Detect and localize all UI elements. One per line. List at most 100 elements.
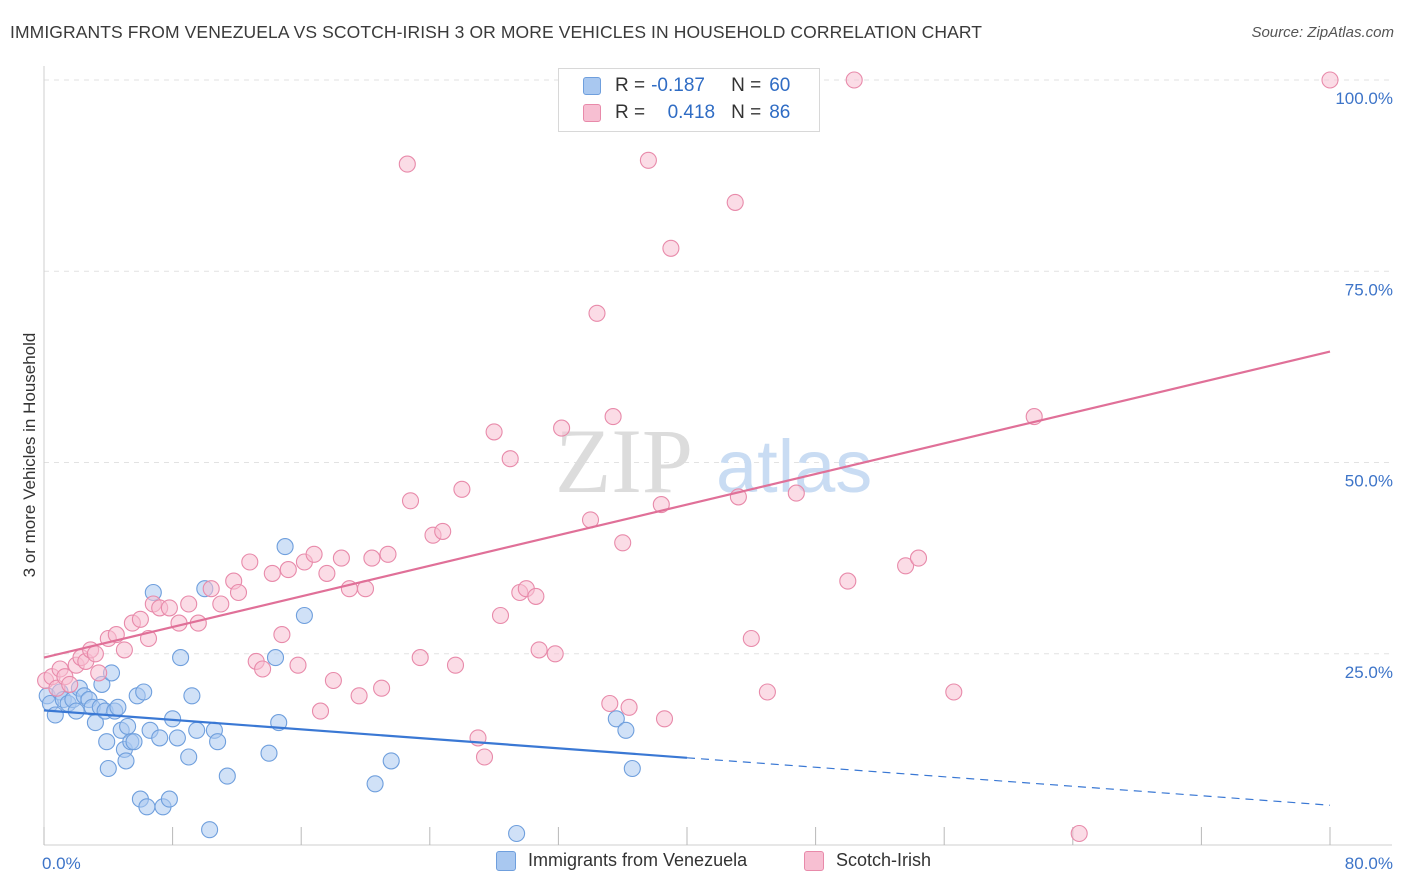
r-value: -0.187 [651, 75, 705, 96]
venezuela-point [46, 706, 64, 724]
scotch-irish-point [639, 151, 657, 169]
legend-label-scotch-irish: Scotch-Irish [836, 850, 932, 870]
x-tick-label: 0.0% [42, 854, 81, 873]
venezuela-point [180, 748, 198, 766]
scotch-irish-point [350, 687, 368, 705]
scotch-irish-point [546, 645, 564, 663]
y-tick-label: 25.0% [1345, 663, 1393, 682]
venezuela-point [276, 538, 294, 556]
venezuela-point [209, 733, 227, 751]
venezuela-trend-line [43, 709, 688, 759]
scotch-irish-point [86, 645, 104, 663]
venezuela-trend-line-extension [686, 757, 1331, 806]
scotch-irish-point [434, 522, 452, 540]
venezuela-point [125, 733, 143, 751]
scotch-irish-point [1321, 71, 1339, 89]
legend-label-venezuela: Immigrants from Venezuela [528, 850, 748, 870]
venezuela-point [266, 649, 285, 667]
n-label: N = [731, 75, 762, 96]
scotch-irish-point [662, 239, 680, 257]
n-value: 60 [769, 75, 791, 96]
scotch-irish-point [229, 583, 248, 602]
scotch-irish-point [839, 572, 857, 590]
scotch-irish-point [241, 553, 259, 571]
trend-lines [43, 350, 1331, 806]
scotch-irish-point [758, 683, 776, 701]
scotch-irish-point [475, 748, 494, 766]
scotch-irish-point [263, 564, 281, 582]
scotch-irish-point [655, 710, 674, 728]
scotch-irish-point [332, 549, 350, 567]
chart-title: IMMIGRANTS FROM VENEZUELA VS SCOTCH-IRIS… [10, 22, 983, 42]
scotch-irish-point [398, 155, 416, 173]
n-value: 86 [769, 102, 791, 123]
scotch-irish-point [726, 193, 744, 211]
venezuela-point [172, 649, 190, 667]
scotch-irish-point [324, 671, 342, 690]
venezuela-point [188, 721, 206, 739]
scotch-irish-point [61, 675, 79, 693]
scotch-irish-point [845, 71, 863, 89]
legend-swatch-venezuela [583, 77, 601, 95]
venezuela-point [366, 775, 384, 793]
scotch-irish-point [90, 664, 108, 682]
venezuela-point [99, 759, 117, 778]
scotch-irish-point [527, 587, 545, 605]
scotch-irish-point [530, 641, 548, 659]
scotch-irish-point [401, 492, 420, 510]
legend-row-venezuela: R = -0.187 N = 60 [583, 73, 790, 99]
scotch-irish-point [411, 649, 429, 667]
scotch-irish-point [202, 580, 220, 598]
venezuela-point [617, 721, 635, 739]
scotch-irish-point [254, 660, 272, 678]
scotch-irish-point [485, 423, 503, 441]
scotch-irish-point [363, 549, 381, 567]
scotch-irish-point [180, 595, 198, 613]
legend-item-venezuela[interactable]: Immigrants from Venezuela [496, 850, 747, 871]
venezuela-point [109, 698, 127, 716]
scotch-irish-point [115, 641, 133, 659]
venezuela-point [623, 759, 641, 778]
scotch-irish-point [131, 610, 149, 628]
axes [43, 66, 1392, 846]
venezuela-point [151, 729, 169, 747]
venezuela-point [160, 790, 178, 808]
legend-row-scotch-irish: R = 0.418 N = 86 [583, 100, 790, 126]
scotch-irish-point [553, 419, 571, 437]
scotch-irish-point [289, 656, 307, 674]
scotch-irish-point [491, 606, 510, 625]
scotch-irish-point [501, 450, 519, 468]
scotch-irish-point [588, 304, 606, 322]
scotch-irish-point [453, 480, 471, 498]
scotch-irish-point [787, 484, 805, 502]
y-tick-label: 100.0% [1335, 89, 1393, 108]
legend-swatch-scotch-irish [804, 850, 824, 871]
venezuela-point [260, 744, 278, 762]
scotch-irish-point [601, 694, 619, 713]
scotch-irish-point [1070, 824, 1088, 843]
venezuela-point [508, 824, 526, 843]
venezuela-point [119, 717, 137, 735]
watermark-zip: ZIP [555, 410, 693, 512]
legend-item-scotch-irish[interactable]: Scotch-Irish [804, 850, 931, 871]
venezuela-point [295, 606, 313, 625]
x-tick-label: 80.0% [1345, 854, 1393, 873]
tick-labels: 25.0% 50.0% 75.0% 100.0% 0.0% 80.0% [42, 89, 1393, 873]
scotch-irish-point [742, 629, 760, 648]
venezuela-point [117, 752, 135, 770]
scotch-irish-trend-line [43, 350, 1331, 659]
venezuela-point [138, 798, 156, 816]
scotch-irish-point [604, 408, 622, 426]
venezuela-point [607, 710, 625, 728]
scotch-irish-point [945, 683, 963, 701]
n-label: N = [731, 102, 762, 123]
legend-swatch-venezuela [496, 850, 516, 871]
r-label: R = [615, 102, 646, 123]
venezuela-point [67, 702, 85, 720]
scotch-irish-point [897, 557, 915, 575]
venezuela-point [201, 821, 219, 839]
scotch-irish-point [620, 698, 638, 716]
y-tick-label: 50.0% [1345, 472, 1393, 491]
scotch-irish-point [279, 561, 297, 579]
